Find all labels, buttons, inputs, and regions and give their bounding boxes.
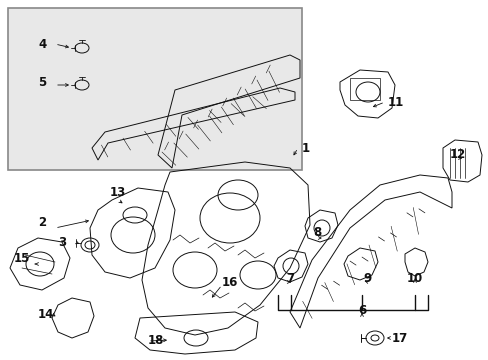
Text: 6: 6 xyxy=(357,303,366,316)
Text: 1: 1 xyxy=(302,141,309,154)
Text: 5: 5 xyxy=(38,76,46,89)
Text: 17: 17 xyxy=(391,332,407,345)
Bar xyxy=(349,78,379,100)
Bar xyxy=(8,8,302,170)
Text: 18: 18 xyxy=(148,334,164,347)
Text: 12: 12 xyxy=(449,148,465,162)
Text: 13: 13 xyxy=(110,186,126,199)
Text: 3: 3 xyxy=(58,235,66,248)
Text: 9: 9 xyxy=(363,271,371,284)
Text: 4: 4 xyxy=(38,37,46,50)
Text: 2: 2 xyxy=(38,216,46,229)
Text: 8: 8 xyxy=(312,225,321,238)
Text: 16: 16 xyxy=(222,275,238,288)
Text: 14: 14 xyxy=(38,307,54,320)
Text: 11: 11 xyxy=(387,95,404,108)
Text: 10: 10 xyxy=(406,271,422,284)
Text: 15: 15 xyxy=(14,252,30,265)
Text: 7: 7 xyxy=(285,271,293,284)
